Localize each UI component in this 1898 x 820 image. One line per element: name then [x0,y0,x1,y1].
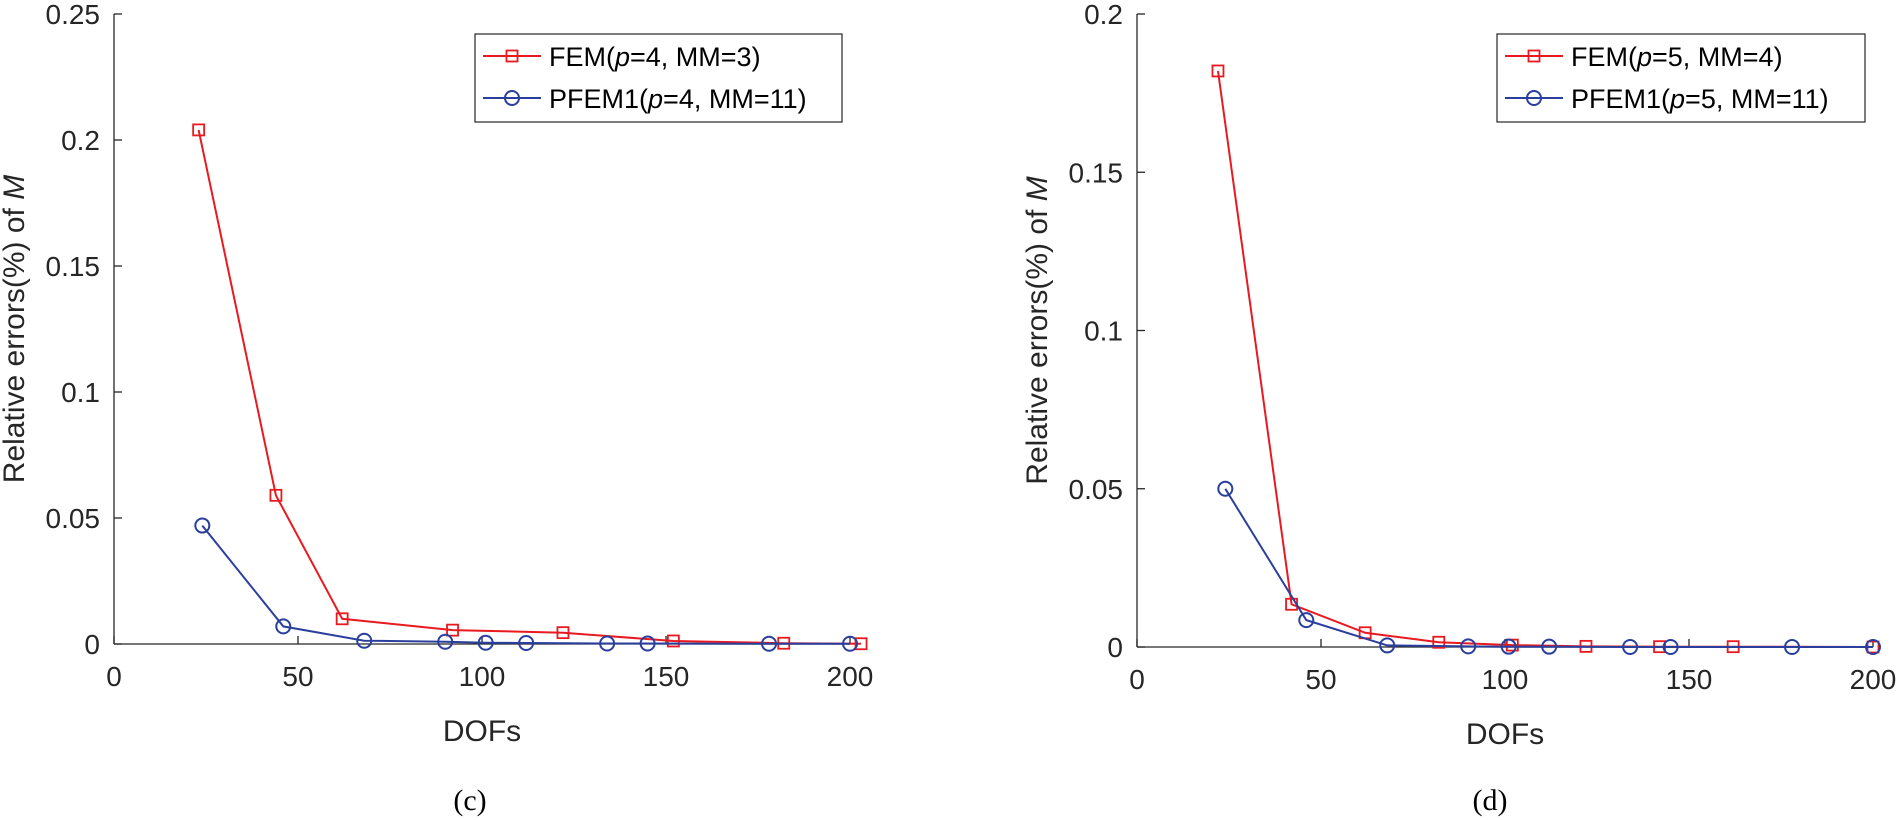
series-line-1 [1224,488,1873,648]
chart-caption: (c) [453,784,486,817]
data-point-circle [1379,637,1396,654]
data-point-circle [1217,480,1234,497]
legend-entry-0: FEM(p=4, MM=3) [549,42,761,72]
x-tick-label: 150 [1666,664,1713,695]
data-point-square [335,612,349,626]
x-tick-label: 200 [1850,664,1897,695]
data-point-square [192,123,206,137]
data-point-circle [1662,639,1679,655]
x-tick-label: 50 [1305,664,1336,695]
data-point-circle [356,632,373,649]
y-tick-label: 0.2 [1084,0,1123,30]
data-point-circle [639,635,656,652]
data-point-circle [437,633,454,650]
data-point-circle [1541,638,1558,655]
y-axis-label: Relative errors(%) of M [0,175,31,483]
data-point-circle [1500,638,1517,655]
data-point-square [666,634,680,648]
y-tick-label: 0 [1107,632,1123,663]
legend-marker-square [505,49,519,63]
data-point-square [269,488,283,502]
x-tick-label: 0 [106,661,122,692]
data-point-circle [1298,612,1315,629]
x-tick-label: 50 [282,661,313,692]
chart-d: 0 50 100 150 200 0 0.05 0.1 0.15 0.2 DOFs Relative … [1021,0,1896,817]
data-point-circle [842,635,858,652]
x-tick-label: 100 [459,661,506,692]
data-point-circle [518,634,535,651]
y-tick-label: 0.15 [46,251,101,282]
data-point-circle [194,517,211,534]
series-line-0 [197,129,862,645]
data-point-circle [275,618,292,635]
data-point-circle [1460,638,1477,655]
y-tick-label: 0.1 [1084,316,1123,347]
data-point-square [1211,64,1225,78]
legend-box [1496,33,1866,123]
legend-entry-1: PFEM1(p=4, MM=11) [549,84,807,114]
data-point-circle [761,635,778,652]
legend-marker-circle [504,90,520,106]
x-tick-label: 100 [1482,664,1529,695]
x-tick-label: 0 [1129,664,1145,695]
legend-marker-circle [1526,90,1542,106]
data-point-square [446,623,459,637]
data-point-circle [1865,639,1881,655]
data-point-square [854,637,868,651]
data-point-square [1432,635,1446,649]
y-tick-label: 0.05 [46,503,101,534]
x-axis-label: DOFs [443,715,521,748]
legend-entry-1: PFEM1(p=5, MM=11) [1571,84,1829,114]
data-point-square [556,626,570,640]
y-tick-label: 0.15 [1069,157,1124,188]
data-point-circle [599,635,616,652]
chart-c: 0 50 100 150 200 0 0.05 0.1 0.15 0.2 0.25 DOFs Relat… [0,0,873,817]
y-tick-label: 0.25 [46,0,101,30]
data-point-circle [477,634,494,651]
x-tick-label: 200 [827,661,874,692]
data-point-circle [1622,639,1639,655]
y-tick-label: 0.2 [61,125,100,156]
series-line-0 [1217,70,1874,648]
legend-entry-0: FEM(p=5, MM=4) [1571,42,1783,72]
legend-box [474,33,843,123]
x-tick-label: 150 [643,661,690,692]
legend-marker-square [1527,49,1541,63]
y-tick-label: 0.05 [1069,474,1124,505]
series-line-1 [201,524,850,645]
y-tick-label: 0.1 [61,377,100,408]
x-axis-label: DOFs [1466,718,1544,751]
y-tick-label: 0 [84,629,100,660]
data-point-circle [1784,639,1801,655]
chart-caption: (d) [1473,784,1508,817]
y-axis-label: Relative errors(%) of M [1021,176,1054,484]
